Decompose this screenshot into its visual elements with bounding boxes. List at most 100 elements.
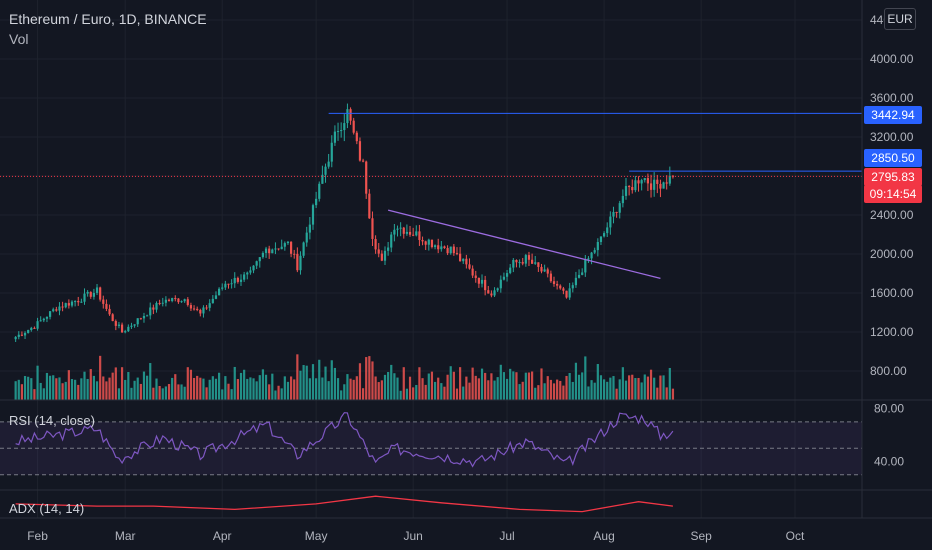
candle-body xyxy=(649,183,653,190)
candle-body xyxy=(556,283,559,286)
candle-body xyxy=(480,279,484,284)
volume-bar xyxy=(487,380,490,400)
time-tick: Sep xyxy=(690,529,712,543)
candle-body xyxy=(74,301,77,303)
candle-body xyxy=(527,255,531,260)
candle-body xyxy=(277,248,280,250)
candle-body xyxy=(524,255,527,264)
candle-body xyxy=(615,211,618,213)
candle-body xyxy=(155,303,158,310)
candle-body xyxy=(521,262,524,264)
volume-bar xyxy=(599,375,603,400)
volume-bar xyxy=(289,376,293,400)
volume-bar xyxy=(361,388,365,400)
volume-bar xyxy=(17,379,20,400)
volume-bar xyxy=(634,378,637,400)
candle-body xyxy=(612,211,615,217)
volume-bar xyxy=(584,356,587,400)
candle-body xyxy=(299,255,302,271)
candle-body xyxy=(393,229,396,235)
candle-body xyxy=(631,186,634,191)
candle-body xyxy=(643,178,646,181)
candle-body xyxy=(274,248,277,250)
candle-body xyxy=(659,183,662,189)
volume-bar xyxy=(628,375,631,400)
volume-bar xyxy=(527,372,531,400)
candle-body xyxy=(377,249,380,254)
candle-body xyxy=(465,258,468,265)
candle-body xyxy=(183,299,186,302)
candle-body xyxy=(218,288,221,296)
volume-bar xyxy=(108,377,111,400)
volume-bar xyxy=(449,366,452,400)
candle-body xyxy=(161,302,164,304)
volume-bar xyxy=(30,378,33,400)
candle-body xyxy=(80,301,83,303)
volume-bar xyxy=(387,371,390,400)
candle-body xyxy=(99,287,102,300)
volume-bar xyxy=(271,373,274,400)
candle-body xyxy=(665,182,668,184)
volume-bar xyxy=(524,372,527,400)
candle-body xyxy=(336,131,340,133)
volume-bar xyxy=(167,384,171,400)
volume-bar xyxy=(593,382,596,400)
candle-body xyxy=(490,293,493,296)
candle-body xyxy=(634,180,637,191)
volume-bar xyxy=(114,367,117,400)
volume-bar xyxy=(227,383,230,400)
volume-bar xyxy=(302,365,305,400)
volume-bar xyxy=(152,387,155,400)
grid-lines xyxy=(0,0,862,518)
volume-bar xyxy=(474,375,477,400)
volume-bar xyxy=(390,364,393,400)
volume-bar xyxy=(437,377,440,400)
candlesticks xyxy=(14,103,675,343)
candle-body xyxy=(158,303,161,305)
candle-body xyxy=(437,245,440,250)
volume-bar xyxy=(277,385,280,400)
candle-body xyxy=(221,287,224,289)
candle-body xyxy=(484,279,487,291)
volume-bar xyxy=(318,359,321,400)
volume-bar xyxy=(415,384,418,400)
candle-body xyxy=(390,234,393,248)
symbol-title[interactable]: Ethereum / Euro, 1D, BINANCE xyxy=(9,11,207,27)
candle-body xyxy=(493,290,496,296)
candle-body xyxy=(308,224,311,233)
candle-body xyxy=(653,179,656,190)
volume-bar xyxy=(659,375,662,400)
volume-bar xyxy=(239,372,243,400)
candle-body xyxy=(202,307,205,314)
volume-bar xyxy=(383,374,387,400)
volume-bar xyxy=(308,378,311,400)
volume-bar xyxy=(99,355,102,400)
volume-bar xyxy=(505,378,509,400)
candle-body xyxy=(102,299,105,304)
volume-bar xyxy=(493,380,496,400)
rsi-pane: 80.00 40.00 xyxy=(0,402,904,476)
price-tag-last: 2795.83 xyxy=(864,168,922,186)
candle-body xyxy=(318,183,321,199)
candle-body xyxy=(562,288,565,291)
adx-label[interactable]: ADX (14, 14) xyxy=(9,501,85,516)
candle-body xyxy=(139,318,142,320)
volume-bar xyxy=(283,376,286,400)
volume-bar xyxy=(377,382,380,400)
rsi-label[interactable]: RSI (14, close) xyxy=(9,413,95,428)
price-tick: 1200.00 xyxy=(870,325,914,339)
candle-body xyxy=(365,161,368,194)
candle-body xyxy=(590,252,593,259)
volume-bar xyxy=(459,367,462,400)
volume-bar xyxy=(396,377,399,400)
volume-bar xyxy=(462,386,465,400)
volume-bar xyxy=(174,374,177,400)
candle-body xyxy=(45,316,49,319)
volume-bar xyxy=(468,382,471,400)
candle-body xyxy=(214,295,218,299)
candle-body xyxy=(462,258,465,262)
currency-button[interactable]: EUR xyxy=(884,8,916,30)
volume-bar xyxy=(546,376,549,400)
volume-bar xyxy=(164,386,167,400)
